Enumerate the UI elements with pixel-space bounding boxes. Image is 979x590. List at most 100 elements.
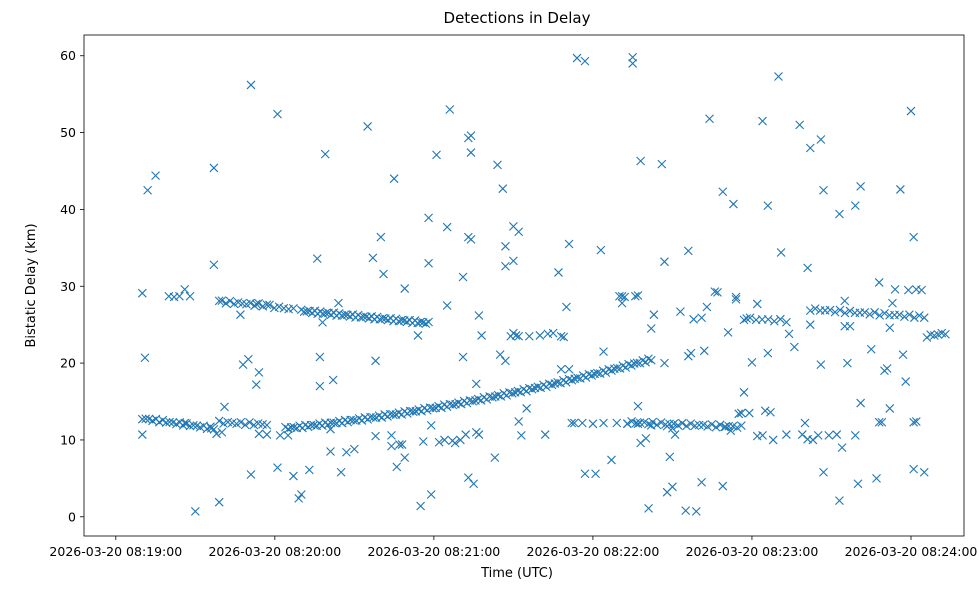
detection-point bbox=[694, 420, 704, 430]
detection-point bbox=[711, 422, 721, 432]
detection-point bbox=[599, 418, 608, 428]
detection-point bbox=[630, 291, 640, 301]
detection-point bbox=[580, 469, 590, 479]
detection-point bbox=[689, 314, 699, 324]
detection-point bbox=[493, 160, 502, 170]
detection-point bbox=[214, 296, 224, 306]
detection-point bbox=[622, 419, 632, 429]
y-tick-label: 0 bbox=[68, 509, 76, 524]
detection-point bbox=[274, 302, 284, 312]
detection-point bbox=[580, 56, 590, 66]
detection-point bbox=[151, 171, 160, 181]
detection-point bbox=[904, 310, 914, 320]
detection-point bbox=[240, 420, 250, 430]
detection-point bbox=[739, 315, 749, 325]
detection-point bbox=[397, 315, 406, 325]
detection-point bbox=[742, 314, 752, 323]
detection-point bbox=[592, 368, 602, 378]
detection-point bbox=[870, 307, 880, 317]
detection-point bbox=[819, 185, 828, 195]
detection-point bbox=[691, 507, 701, 516]
y-tick-label: 50 bbox=[60, 125, 76, 140]
detection-point bbox=[660, 257, 669, 267]
detection-point bbox=[511, 331, 521, 340]
detection-point bbox=[468, 396, 477, 406]
detection-point bbox=[328, 375, 338, 385]
detection-point bbox=[686, 419, 696, 429]
detection-point bbox=[646, 324, 656, 333]
detection-point bbox=[903, 285, 913, 295]
detection-point bbox=[835, 496, 844, 506]
detection-point bbox=[302, 306, 312, 316]
detection-point bbox=[424, 258, 433, 268]
detection-point bbox=[418, 437, 428, 446]
detection-point bbox=[909, 313, 919, 323]
detection-point bbox=[648, 417, 658, 427]
detection-point bbox=[840, 296, 850, 306]
detection-point bbox=[652, 420, 662, 430]
detection-point bbox=[901, 377, 911, 386]
chart-title: Detections in Delay bbox=[444, 9, 591, 27]
detection-point bbox=[632, 358, 642, 368]
detection-point bbox=[628, 59, 638, 68]
detection-point bbox=[235, 310, 245, 320]
detection-point bbox=[466, 235, 476, 244]
detection-point bbox=[628, 52, 638, 62]
detection-point bbox=[454, 398, 463, 408]
detection-point bbox=[875, 310, 885, 320]
detection-point bbox=[336, 467, 346, 477]
detection-point bbox=[137, 414, 147, 424]
detection-point bbox=[416, 317, 425, 327]
detection-point bbox=[649, 310, 659, 320]
detection-point bbox=[209, 260, 219, 270]
detection-point bbox=[445, 105, 455, 114]
detection-point bbox=[766, 407, 775, 417]
detection-point bbox=[599, 347, 608, 356]
plot-area bbox=[83, 34, 965, 537]
detection-point bbox=[490, 453, 500, 463]
detection-point bbox=[466, 131, 476, 141]
detection-point bbox=[254, 429, 264, 439]
detection-point bbox=[752, 299, 762, 309]
detection-point bbox=[644, 419, 653, 429]
detection-point bbox=[657, 159, 667, 169]
detection-point bbox=[731, 294, 741, 304]
detection-point bbox=[315, 352, 325, 362]
detection-point bbox=[885, 323, 895, 333]
detection-point bbox=[424, 317, 433, 327]
detection-point bbox=[554, 268, 563, 277]
detection-point bbox=[137, 288, 147, 298]
detection-point bbox=[895, 185, 905, 194]
detection-point bbox=[434, 437, 444, 447]
detection-point bbox=[509, 256, 518, 266]
detection-point bbox=[569, 418, 579, 428]
detection-point bbox=[553, 377, 563, 387]
detection-point bbox=[800, 418, 810, 428]
detection-point bbox=[713, 288, 722, 297]
detection-point bbox=[501, 261, 510, 271]
detection-point bbox=[165, 417, 174, 427]
detection-point bbox=[835, 305, 845, 315]
detection-point bbox=[697, 477, 706, 487]
detection-point bbox=[850, 201, 860, 210]
detection-point bbox=[795, 120, 805, 130]
detection-point bbox=[458, 352, 468, 362]
detection-point bbox=[715, 420, 725, 430]
detection-point bbox=[607, 455, 616, 465]
plot-background bbox=[84, 35, 964, 536]
detection-point bbox=[161, 418, 171, 427]
detection-point bbox=[225, 296, 235, 306]
detection-point bbox=[516, 430, 526, 440]
detection-point bbox=[548, 328, 558, 338]
detection-point bbox=[816, 360, 826, 370]
detection-point bbox=[376, 232, 386, 242]
detection-point bbox=[514, 331, 524, 341]
detection-point bbox=[349, 444, 359, 454]
detection-point bbox=[837, 443, 847, 453]
y-tick-label: 60 bbox=[60, 48, 76, 63]
x-axis: 2026-03-20 08:19:00 2026-03-20 08:20:00 20… bbox=[49, 536, 977, 559]
detection-point bbox=[556, 331, 566, 341]
detection-point bbox=[775, 314, 785, 324]
detection-point bbox=[501, 241, 510, 251]
detection-point bbox=[442, 222, 452, 232]
